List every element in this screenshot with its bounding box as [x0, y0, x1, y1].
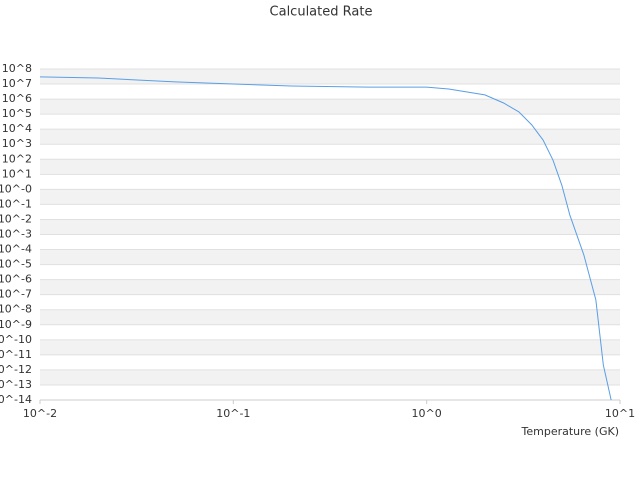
- band: [40, 279, 620, 295]
- chart-title: Calculated Rate: [270, 5, 373, 20]
- plot: [39, 76, 612, 401]
- x-tick-label: 10^0: [412, 407, 442, 420]
- y-tick-label: 10^-1: [0, 197, 32, 210]
- y-tick-label: 10^2: [2, 152, 32, 165]
- x-tick-label: 10^1: [605, 407, 635, 420]
- y-tick-label: 10^4: [2, 122, 32, 135]
- band: [40, 339, 620, 355]
- y-tick-label: 10^-9: [0, 318, 32, 331]
- y-tick-label: 10^-14: [0, 393, 32, 406]
- y-tick-label: 10^-5: [0, 258, 32, 271]
- band: [40, 309, 620, 325]
- y-tick-label: 10^-12: [0, 363, 32, 376]
- y-tick-label: 10^-3: [0, 228, 32, 241]
- y-tick-label: 10^6: [2, 92, 32, 105]
- band: [40, 219, 620, 235]
- y-tick-label: 10^5: [2, 107, 32, 120]
- y-tick-label: 10^-4: [0, 243, 32, 256]
- band: [40, 129, 620, 145]
- line: [39, 76, 612, 401]
- band: [40, 189, 620, 205]
- x-tick-label: 10^-1: [216, 407, 250, 420]
- y-tick-label: 10^-13: [0, 378, 32, 391]
- band: [40, 159, 620, 175]
- x-axis-label: Temperature (GK): [521, 425, 620, 438]
- y-tick-label: 10^-10: [0, 333, 32, 346]
- grid: [39, 68, 621, 404]
- y-tick-label: 10^-0: [0, 182, 32, 195]
- y-tick-label: 10^7: [2, 77, 32, 90]
- y-tick-label: 10^-2: [0, 212, 32, 225]
- band: [40, 249, 620, 265]
- band: [40, 69, 620, 85]
- band: [40, 369, 620, 385]
- x-tick-label: 10^-2: [23, 407, 57, 420]
- bands: [40, 69, 620, 385]
- y-tick-label: 10^8: [2, 62, 32, 75]
- band: [40, 99, 620, 115]
- y-tick-label: 10^3: [2, 137, 32, 150]
- y-tick-label: 10^-8: [0, 303, 32, 316]
- y-tick-label: 10^-11: [0, 348, 32, 361]
- y-tick-label: 10^-6: [0, 273, 32, 286]
- y-tick-label: 10^1: [2, 167, 32, 180]
- y-tick-label: 10^-7: [0, 288, 32, 301]
